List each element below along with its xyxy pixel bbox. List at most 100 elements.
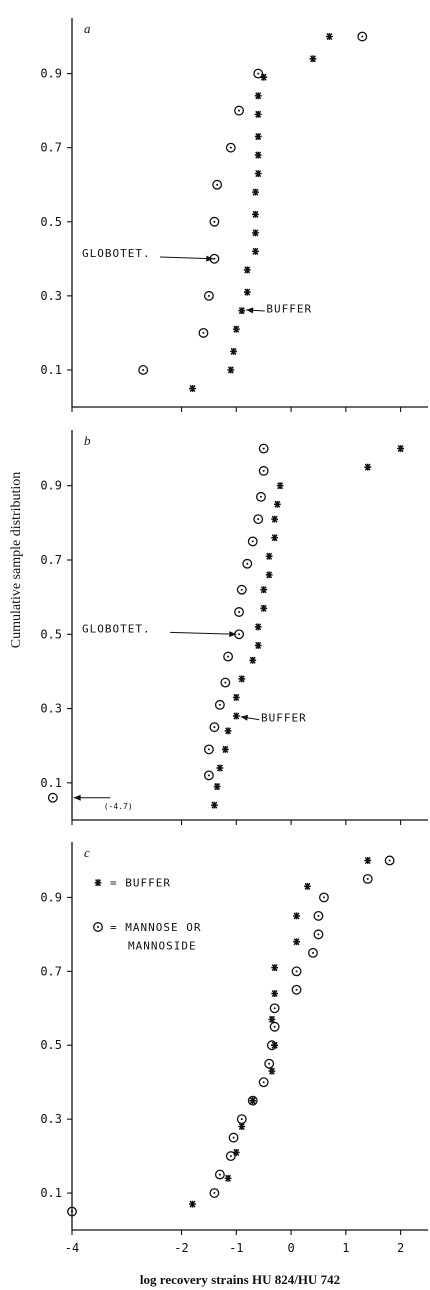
data-point-star [189, 384, 196, 392]
y-tick-label: 0.3 [40, 702, 62, 716]
data-point-star [268, 1015, 276, 1023]
data-point-star [304, 882, 311, 890]
data-point-circle [247, 536, 258, 547]
data-point-star [254, 110, 262, 118]
data-point-circle [264, 1058, 275, 1069]
y-tick-label: 0.9 [40, 67, 62, 81]
legend-circle-icon [93, 922, 103, 932]
data-point-circle [228, 1132, 239, 1143]
data-point-circle [223, 651, 234, 662]
data-point-circle [214, 1169, 225, 1180]
data-point-star [224, 727, 232, 735]
data-point-circle [236, 584, 247, 595]
data-point-star [326, 33, 333, 41]
data-point-circle [214, 699, 225, 710]
y-tick-label: 0.5 [40, 215, 62, 229]
data-point-star [309, 55, 317, 63]
y-tick-label: 0.5 [40, 627, 62, 641]
data-point-circle [138, 365, 149, 375]
data-point-circle [220, 677, 231, 688]
data-point-circle [253, 68, 264, 79]
data-point-star [254, 641, 262, 649]
data-point-star [271, 964, 279, 972]
y-tick-label: 0.5 [40, 1038, 62, 1052]
data-point-circle [258, 443, 269, 454]
series-star [189, 33, 333, 392]
data-point-star [227, 366, 235, 374]
annotation-globotet: GLOBOTET. [82, 622, 151, 635]
data-point-star [273, 500, 281, 508]
y-tick-label: 0.7 [40, 964, 62, 978]
data-point-circle [253, 514, 264, 525]
data-point-star [260, 604, 268, 612]
data-point-circle [266, 1040, 277, 1051]
data-point-star [221, 745, 229, 753]
x-tick-label: -1 [229, 1241, 243, 1255]
legend-star-icon [94, 879, 102, 887]
data-point-star [213, 783, 221, 791]
data-point-star [216, 764, 224, 772]
legend-label-mannose: = MANNOSE OR [110, 921, 201, 934]
panel-b: b 0.1 0.3 0.5 0.7 0.9 GLOBOTET. BUFFER (-4.7) [40, 430, 428, 825]
data-point-star [260, 586, 268, 594]
data-point-star [238, 1123, 246, 1131]
x-tick-label: 1 [342, 1241, 349, 1255]
data-point-star [364, 856, 372, 864]
series-star [189, 856, 372, 1208]
x-tick-label: -2 [174, 1241, 188, 1255]
data-point-circle [258, 1077, 269, 1088]
data-point-star [189, 1200, 196, 1208]
data-point-star [238, 307, 246, 315]
data-point-star [254, 623, 262, 631]
data-point-star [232, 693, 240, 701]
data-point-circle [47, 792, 58, 803]
panel-c: c 0.1 0.3 0.5 0.7 0.9 = BUFFER = MANNOSE OR MANN… [40, 842, 428, 1255]
data-point-star [252, 247, 259, 255]
data-point-star [254, 151, 262, 159]
data-point-star [265, 571, 273, 579]
annotation-offscale: (-4.7) [104, 802, 133, 811]
data-point-star [243, 288, 251, 296]
data-point-circle [209, 722, 220, 733]
annotation-globotet: GLOBOTET. [82, 247, 151, 260]
legend: = BUFFER = MANNOSE OR MANNOSIDE [93, 877, 201, 952]
data-point-circle [256, 491, 266, 502]
data-point-star [232, 325, 240, 333]
data-point-star [397, 445, 405, 453]
data-point-star [271, 515, 279, 523]
data-point-circle [212, 179, 223, 190]
x-tick-label: 0 [287, 1241, 294, 1255]
data-point-star [252, 229, 259, 237]
y-tick-label: 0.9 [40, 479, 62, 493]
globotet-arrow [159, 255, 214, 262]
data-point-circle [313, 910, 324, 921]
y-tick-label: 0.7 [40, 141, 62, 155]
legend-label-buffer: = BUFFER [110, 877, 171, 890]
y-axis-label: Cumulative sample distribution [9, 472, 24, 649]
data-point-circle [198, 327, 209, 338]
data-point-star [252, 188, 259, 196]
data-point-circle [67, 1206, 77, 1217]
series-circle [67, 855, 395, 1217]
data-point-star [252, 210, 259, 218]
data-point-circle [203, 290, 214, 301]
data-point-circle [236, 1114, 247, 1125]
data-point-circle [269, 1003, 280, 1014]
y-tick-label: 0.1 [40, 1186, 62, 1200]
data-point-star [238, 675, 246, 683]
data-point-star [232, 712, 240, 720]
buffer-arrow [246, 307, 265, 314]
data-point-circle [362, 874, 373, 884]
annotation-buffer: BUFFER [261, 712, 307, 725]
x-axis-label: log recovery strains HU 824/HU 742 [140, 1272, 340, 1287]
data-point-star [364, 463, 372, 471]
data-point-circle [308, 947, 318, 958]
legend-label-mannoside: MANNOSIDE [128, 939, 197, 952]
panel-label: b [84, 433, 91, 448]
data-point-circle [209, 1188, 220, 1198]
data-point-circle [203, 744, 214, 755]
data-point-circle [313, 929, 324, 940]
series-star [211, 445, 405, 809]
data-point-star [254, 133, 262, 141]
data-point-star [293, 912, 300, 920]
